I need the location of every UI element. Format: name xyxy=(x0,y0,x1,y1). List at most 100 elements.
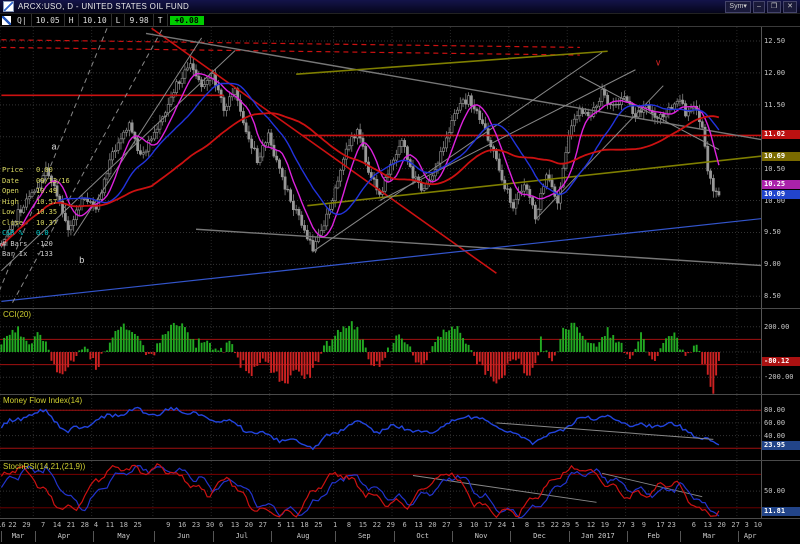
y-axis-price-flag: 23.95 xyxy=(762,440,800,450)
x-axis-day-tick: 13 xyxy=(703,521,712,529)
x-axis-day-tick: 22 xyxy=(550,521,560,529)
y-axis-tick: 10.00 xyxy=(764,196,786,205)
mfi-plot-area[interactable] xyxy=(0,395,762,460)
x-axis-day-tick: 20 xyxy=(244,521,254,529)
x-axis-day-tick: 3 xyxy=(630,521,635,529)
x-axis-day-tick: 18 xyxy=(119,521,128,529)
cci-panel[interactable]: CCI(20) 200.00 -200.00 -80.12 xyxy=(0,309,800,395)
price-plot-area[interactable]: a b ∨ xyxy=(0,27,762,308)
x-axis-day-tick: 29 xyxy=(561,521,571,529)
x-axis-day-tick: 18 xyxy=(300,521,309,529)
x-axis-day-tick: 17 xyxy=(483,521,493,529)
x-axis-day-tick: 13 xyxy=(230,521,240,529)
x-axis-day-tick: 29 xyxy=(22,521,31,529)
stochrsi-panel[interactable]: StochRSI(14,21,(21,9)) 50.00 11.81 xyxy=(0,461,800,519)
x-axis-month-label: Mar xyxy=(1,531,33,542)
quote-cell: L xyxy=(112,14,126,26)
x-axis[interactable]: 1622297142128411182591623306132027511182… xyxy=(0,519,800,544)
window-title: ARCX:USO, D - UNITED STATES OIL FUND xyxy=(18,2,190,11)
x-axis-month-label: Dec xyxy=(510,531,567,542)
x-axis-day-tick: 23 xyxy=(667,521,676,529)
x-axis-day-tick: 5 xyxy=(574,521,580,529)
price-y-axis[interactable]: 12.5012.0011.5011.0010.5010.009.509.008.… xyxy=(761,27,800,308)
close-button[interactable]: ✕ xyxy=(783,0,797,13)
x-axis-day-tick: 6 xyxy=(218,521,224,529)
x-axis-day-tick: 23 xyxy=(191,521,201,529)
x-axis-month-label: May xyxy=(93,531,153,542)
x-axis-day-tick: 10 xyxy=(469,521,479,529)
y-axis-tick: 12.00 xyxy=(764,68,786,77)
quote-cell: Q| xyxy=(13,14,32,26)
x-axis-day-tick: 8 xyxy=(346,521,352,529)
quote-cells: Q| 10.05 H 10.10 L 9.98 T xyxy=(13,14,168,26)
minimize-button[interactable]: – xyxy=(752,0,765,13)
stochrsi-label: StochRSI(14,21,(21,9)) xyxy=(3,462,86,471)
quote-cell: 10.05 xyxy=(32,14,65,26)
y-axis-price-flag: -80.12 xyxy=(762,357,800,367)
x-axis-day-tick: 24 xyxy=(497,521,507,529)
window-titlebar[interactable]: ARCX:USO, D - UNITED STATES OIL FUND Sym… xyxy=(0,0,800,14)
mfi-panel[interactable]: Money Flow Index(14) 80.00 60.00 40.00 23.9… xyxy=(0,395,800,461)
x-axis-day-tick: 27 xyxy=(617,521,626,529)
y-axis-tick: 11.50 xyxy=(764,100,786,109)
x-axis-day-tick: 13 xyxy=(414,521,423,529)
x-axis-day-tick: 3 xyxy=(744,521,749,529)
svg-text:a: a xyxy=(51,141,56,151)
quote-cell: 9.98 xyxy=(125,14,154,26)
x-axis-day-tick: 28 xyxy=(80,521,90,529)
y-axis-tick: 60.00 xyxy=(764,418,786,427)
x-axis-day-tick: 27 xyxy=(442,521,451,529)
y-axis-tick: 12.50 xyxy=(764,37,786,46)
x-axis-month-label: Aug xyxy=(271,531,334,542)
y-axis-tick: 80.00 xyxy=(764,406,786,415)
quote-cell: H xyxy=(65,14,79,26)
x-axis-month-label: Apr xyxy=(738,531,761,542)
restore-button[interactable]: ❐ xyxy=(766,0,782,13)
x-axis-day-tick: 14 xyxy=(52,521,62,529)
price-change-badge: +0.08 xyxy=(169,15,204,25)
x-axis-day-tick: 22 xyxy=(372,521,382,529)
x-axis-month-label: Jul xyxy=(212,531,270,542)
x-axis-month-label: Nov xyxy=(451,531,509,542)
x-axis-day-tick: 8 xyxy=(524,521,530,529)
y-axis-tick: 9.50 xyxy=(764,228,781,237)
x-axis-day-tick: 27 xyxy=(731,521,740,529)
x-axis-month-label: Sep xyxy=(335,531,392,542)
svg-text:∨: ∨ xyxy=(655,57,662,67)
x-axis-month-label: Mar xyxy=(679,531,737,542)
x-axis-day-tick: 9 xyxy=(166,521,171,529)
x-axis-day-tick: 30 xyxy=(205,521,215,529)
x-axis-month-label: Oct xyxy=(393,531,451,542)
legend-row: Date 09/13/16 xyxy=(2,176,70,185)
legend-row: # Bars -120 xyxy=(2,239,53,248)
stochrsi-y-axis[interactable]: 50.00 11.81 xyxy=(761,461,800,518)
x-axis-day-tick: 11 xyxy=(105,521,115,529)
legend-row: Close 10.37 xyxy=(2,218,58,227)
y-axis-tick: 9.00 xyxy=(764,260,781,269)
x-axis-day-tick: 25 xyxy=(314,521,323,529)
symbol-button[interactable]: Sym▾ xyxy=(725,0,751,13)
y-axis-price-flag: 10.25 xyxy=(762,179,800,189)
mfi-y-axis[interactable]: 80.00 60.00 40.00 23.95 xyxy=(761,395,800,460)
x-axis-day-tick: 11 xyxy=(286,521,295,529)
x-axis-day-tick: 15 xyxy=(536,521,546,529)
stochrsi-plot-area[interactable] xyxy=(0,461,762,518)
x-axis-day-tick: 17 xyxy=(656,521,665,529)
x-axis-month-label: Feb xyxy=(627,531,679,542)
cci-plot-area[interactable] xyxy=(0,309,762,394)
legend-row: C&R % 0.0 xyxy=(2,229,49,237)
quote-cell: T xyxy=(154,14,168,26)
cci-label: CCI(20) xyxy=(3,310,32,319)
quote-cell: 10.10 xyxy=(79,14,112,26)
price-chart-panel[interactable]: a b ∨ Price 0.00 Date 09/13/16 Open 10.49 High 10… xyxy=(0,27,800,309)
y-axis-price-flag: 10.69 xyxy=(762,151,800,161)
cci-y-axis[interactable]: 200.00 -200.00 -80.12 xyxy=(761,309,800,394)
x-axis-day-tick: 7 xyxy=(40,521,46,529)
x-axis-day-tick: 21 xyxy=(66,521,76,529)
x-axis-day-tick: 9 xyxy=(641,521,646,529)
x-axis-day-tick: 25 xyxy=(133,521,142,529)
legend-row: Open 10.49 xyxy=(2,187,58,195)
x-axis-day-tick: 19 xyxy=(600,521,610,529)
x-axis-day-tick: 27 xyxy=(258,521,268,529)
